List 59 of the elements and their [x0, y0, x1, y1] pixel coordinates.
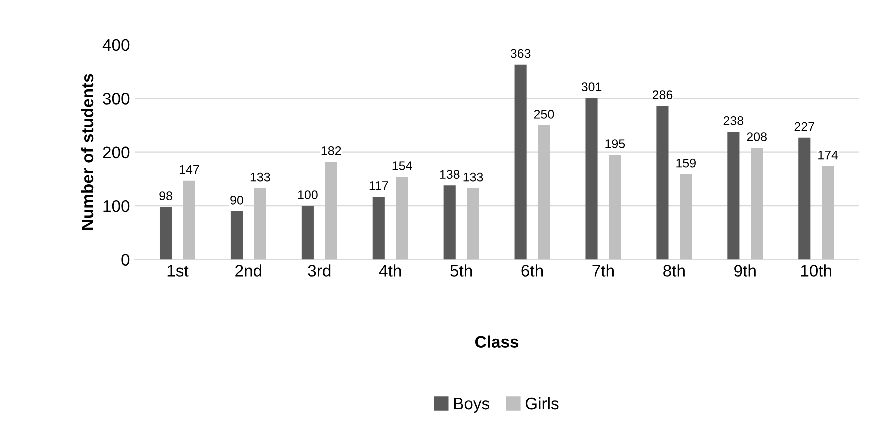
- bar: [728, 132, 740, 260]
- data-label: 286: [652, 90, 673, 100]
- x-tick-label: 8th: [664, 264, 685, 277]
- bar: [467, 188, 480, 260]
- bar: [302, 206, 314, 260]
- data-label: 133: [464, 172, 484, 182]
- bar: [798, 138, 811, 260]
- data-label: 195: [606, 140, 626, 148]
- x-tick-label: 5th: [450, 264, 472, 277]
- bar: [230, 211, 244, 260]
- data-label: 90: [230, 196, 244, 205]
- x-axis-title: Class: [475, 336, 519, 348]
- data-label: 182: [322, 146, 342, 156]
- legend-label: Girls: [526, 397, 559, 410]
- bar: [609, 155, 622, 260]
- x-tick-label: 4th: [379, 264, 402, 277]
- y-tick-label: 300: [103, 93, 130, 105]
- data-label: 301: [582, 82, 602, 92]
- data-label: 208: [747, 132, 767, 142]
- bar: [586, 98, 598, 260]
- data-label: 363: [510, 49, 531, 58]
- x-tick-label: 2nd: [236, 264, 262, 277]
- x-tick-label: 3rd: [308, 264, 331, 277]
- data-label: 159: [676, 158, 696, 168]
- bar: [372, 196, 385, 260]
- bar: [538, 126, 550, 260]
- x-tick-label: 9th: [734, 264, 756, 277]
- y-tick-label: 0: [122, 254, 130, 266]
- y-tick-label: 100: [104, 200, 130, 212]
- data-label: 100: [298, 190, 318, 200]
- y-tick-label: 400: [102, 39, 130, 52]
- bar: [751, 148, 764, 260]
- bar: [254, 188, 266, 260]
- data-label: 174: [818, 150, 838, 160]
- legend-label: Boys: [454, 398, 490, 413]
- bar: [160, 207, 172, 260]
- bar: [822, 166, 834, 260]
- x-tick-label: 10th: [801, 264, 832, 277]
- data-label: 147: [180, 165, 200, 174]
- bar: [680, 174, 692, 260]
- x-tick-label: 1st: [168, 265, 189, 277]
- data-label: 98: [160, 192, 172, 201]
- data-label: 154: [392, 162, 412, 170]
- y-tick-label: 200: [103, 146, 130, 159]
- data-label: 250: [534, 110, 554, 119]
- x-tick-label: 6th: [522, 264, 544, 277]
- bar: [183, 180, 196, 260]
- data-label: 133: [250, 172, 270, 182]
- data-label: 117: [370, 182, 388, 190]
- x-tick-label: 7th: [592, 264, 614, 277]
- y-axis-title: Number of students: [81, 74, 94, 230]
- data-label: 238: [724, 116, 744, 126]
- bar: [325, 162, 338, 260]
- bar: [514, 64, 527, 260]
- data-label: 227: [794, 122, 814, 132]
- bar: [444, 186, 456, 260]
- bar: [656, 106, 669, 260]
- data-label: 138: [440, 170, 460, 180]
- bar: [396, 177, 408, 260]
